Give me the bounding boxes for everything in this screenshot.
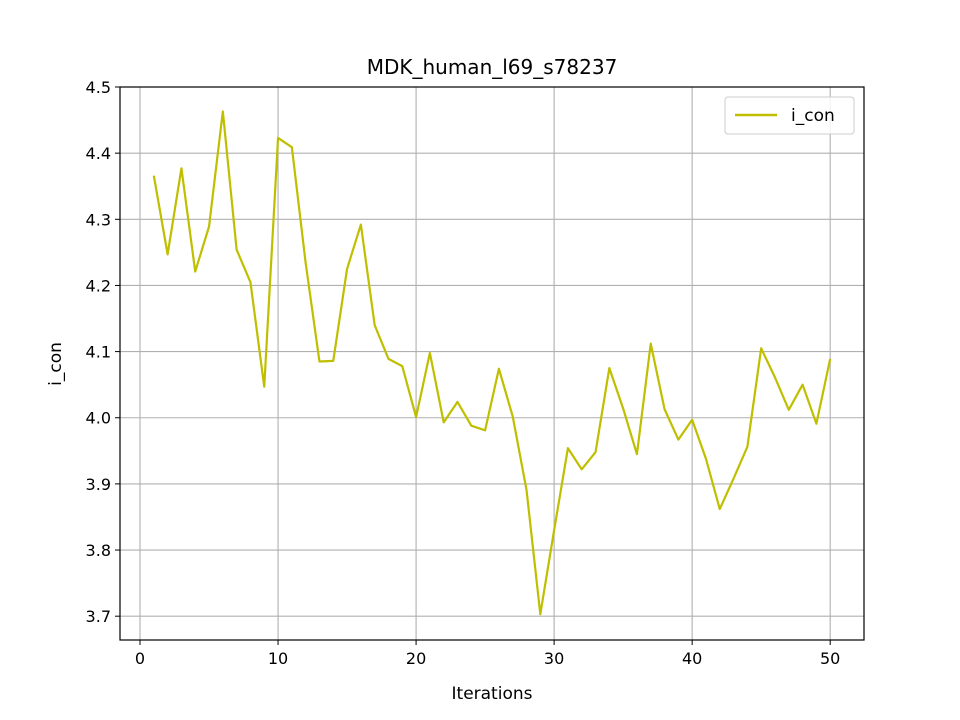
legend-label: i_con <box>791 106 835 126</box>
x-tick-label: 30 <box>544 649 564 668</box>
y-tick-label: 4.5 <box>86 78 111 97</box>
x-tick-label: 50 <box>820 649 840 668</box>
y-tick-label: 4.4 <box>86 144 111 163</box>
axis-ticks: 0 10 20 30 40 50 3.7 3.8 3.9 4.0 4.1 4.2 4.3 4.4 4.5 <box>86 78 841 668</box>
legend: i_con <box>724 96 855 135</box>
y-tick-label: 4.1 <box>86 343 111 362</box>
y-tick-label: 3.9 <box>86 475 111 494</box>
series-line-i-con <box>152 110 832 616</box>
x-tick-label: 0 <box>135 649 145 668</box>
chart-title: MDK_human_l69_s78237 <box>367 55 618 79</box>
x-axis-title: Iterations <box>452 684 533 704</box>
x-tick-label: 20 <box>406 649 426 668</box>
y-tick-label: 4.0 <box>86 409 111 428</box>
y-axis-title: i_con <box>46 342 66 386</box>
y-tick-label: 4.2 <box>86 276 111 295</box>
y-tick-label: 3.8 <box>86 541 111 560</box>
y-tick-label: 3.7 <box>86 607 111 626</box>
legend-box <box>724 96 855 135</box>
series-layer <box>152 110 832 616</box>
plot-frame <box>119 86 865 641</box>
y-tick-label: 4.3 <box>86 210 111 229</box>
x-tick-label: 40 <box>682 649 702 668</box>
x-tick-label: 10 <box>268 649 288 668</box>
